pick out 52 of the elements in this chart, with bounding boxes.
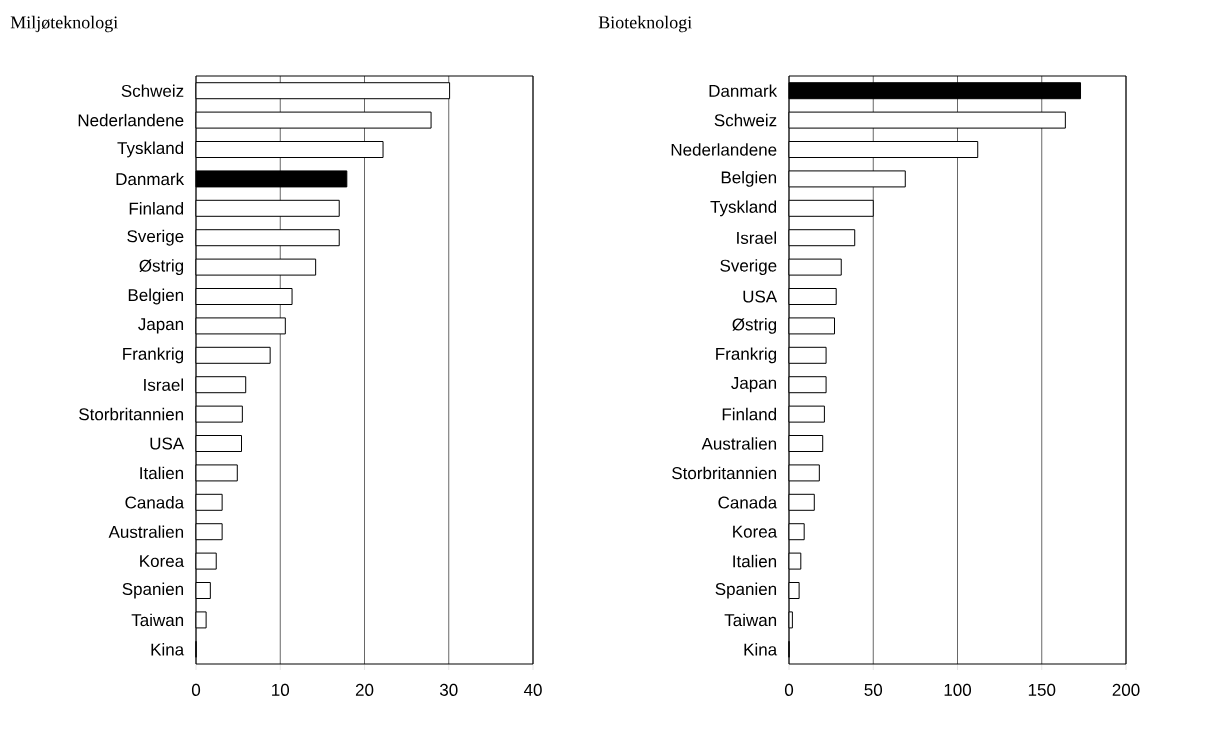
y-tick-label: Schweiz xyxy=(121,84,184,97)
chart-title: Bioteknologi xyxy=(598,15,692,33)
y-tick-label: Østrig xyxy=(139,259,184,276)
y-tick-label: Tyskland xyxy=(117,141,184,158)
y-tick-label: Spanien xyxy=(715,582,777,599)
y-tick-label: Sverige xyxy=(127,229,184,246)
y-tick-label: Japan xyxy=(138,318,184,334)
x-tick-label: 100 xyxy=(944,683,972,696)
y-tick-label: Kina xyxy=(744,643,778,656)
y-tick-label: Taiwan xyxy=(724,613,777,627)
y-tick-label: Finland xyxy=(722,407,777,421)
y-tick-label: Belgien xyxy=(721,170,777,187)
y-tick-label: Italien xyxy=(733,554,777,568)
x-tick-label: 40 xyxy=(523,683,542,696)
x-tick-label: 50 xyxy=(864,683,883,696)
x-tick-label: 200 xyxy=(1112,683,1140,696)
y-tick-label: Belgien xyxy=(128,288,184,305)
x-tick-label: 20 xyxy=(355,683,374,696)
y-tick-label: Canada xyxy=(125,496,185,509)
y-tick-label: Taiwan xyxy=(131,613,184,627)
y-tick-label: Israel xyxy=(144,378,183,391)
y-tick-label: Sverige xyxy=(720,259,777,276)
y-tick-label: Finland xyxy=(129,202,184,215)
y-tick-label: Storbritannien xyxy=(672,466,777,480)
x-tick-label: 10 xyxy=(272,683,290,696)
y-tick-label: Tyskland xyxy=(710,200,777,217)
y-tick-label: Canada xyxy=(718,496,778,509)
y-tick-label: Danmark xyxy=(709,84,778,97)
y-tick-label: Spanien xyxy=(122,582,184,599)
y-tick-label: Schweiz xyxy=(714,113,777,127)
y-tick-label: USA xyxy=(743,290,778,303)
y-tick-label: Korea xyxy=(140,555,185,568)
y-tick-label: Danmark xyxy=(116,172,185,186)
y-tick-label: Storbritannien xyxy=(79,407,184,421)
y-tick-label: Israel xyxy=(737,231,777,244)
y-tick-label: Italien xyxy=(140,466,184,480)
x-tick-label: 30 xyxy=(439,683,458,696)
y-tick-label: Frankrig xyxy=(123,347,184,364)
y-tick-label: Nederlandene xyxy=(671,143,777,156)
y-tick-label: Kina xyxy=(151,643,185,656)
chart-title: Miljøteknologi xyxy=(10,15,118,33)
y-tick-label: Australien xyxy=(701,437,777,450)
y-tick-label: Frankrig xyxy=(716,347,777,364)
y-tick-label: Korea xyxy=(733,525,778,538)
y-tick-label: Australien xyxy=(108,525,184,538)
y-tick-label: Østrig xyxy=(732,317,777,334)
y-tick-label: Nederlandene xyxy=(78,113,184,127)
y-tick-label: Japan xyxy=(731,377,777,393)
x-tick-label: 0 xyxy=(784,683,794,696)
x-tick-label: 150 xyxy=(1028,683,1056,696)
x-tick-label: 0 xyxy=(191,683,201,696)
y-tick-label: USA xyxy=(150,437,185,450)
